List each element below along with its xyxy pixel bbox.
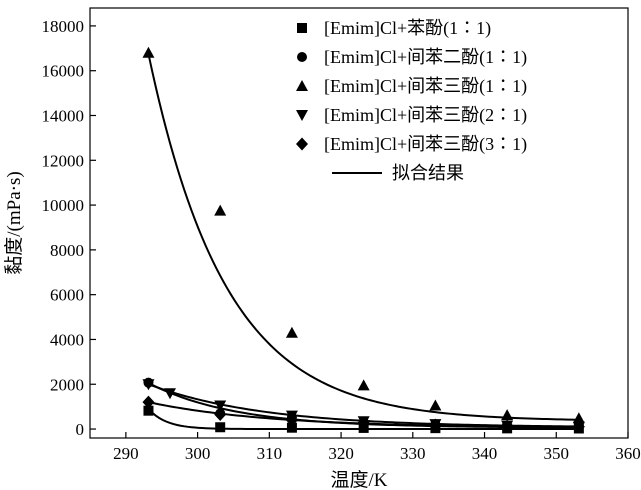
legend-label: [Emim]Cl+间苯三酚(1∶1): [324, 76, 527, 97]
axis-ticks: [90, 25, 629, 438]
x-tick-label: 330: [400, 444, 426, 463]
data-point-series-1: [215, 422, 226, 433]
legend-marker-4: [296, 110, 308, 121]
data-point-series-3: [357, 379, 370, 391]
y-axis-title: 黏度/(mPa·s): [3, 171, 25, 274]
y-tick-label: 18000: [42, 17, 85, 36]
y-tick-label: 16000: [42, 62, 85, 81]
legend-marker-2: [297, 52, 307, 62]
legend-marker-1: [297, 23, 307, 33]
data-point-series-5: [572, 420, 585, 434]
x-tick-labels: 290 300 310 320 330 340 350 360: [113, 444, 641, 463]
y-tick-labels: 0 2000 4000 6000 8000 10000 12000 14000 16000 180…: [42, 17, 85, 439]
y-tick-label: 2000: [50, 375, 84, 394]
legend: [Emim]Cl+苯酚(1∶1) [Emim]Cl+间苯二酚(1∶1) [Emim]…: [296, 18, 527, 183]
data-point-series-5: [214, 407, 227, 421]
data-point-series-5: [429, 418, 442, 432]
legend-label: [Emim]Cl+苯酚(1∶1): [324, 18, 491, 39]
data-point-series-3: [501, 409, 514, 421]
data-point-series-3: [285, 326, 298, 338]
y-tick-label: 8000: [50, 241, 84, 260]
data-point-series-4: [214, 400, 227, 412]
data-point-series-5: [285, 413, 298, 427]
x-tick-label: 350: [544, 444, 570, 463]
data-point-series-1: [286, 422, 297, 433]
data-point-series-3: [572, 412, 585, 424]
legend-label: [Emim]Cl+间苯二酚(1∶1): [324, 47, 527, 68]
y-tick-label: 0: [76, 420, 85, 439]
data-markers: [142, 46, 585, 434]
legend-marker-5: [296, 137, 308, 151]
data-point-series-3: [214, 204, 227, 216]
legend-marker-3: [296, 80, 308, 91]
data-point-series-3: [142, 46, 155, 58]
data-point-series-1: [143, 405, 154, 416]
legend-label: [Emim]Cl+间苯三酚(2∶1): [324, 105, 527, 126]
x-tick-label: 320: [328, 444, 354, 463]
x-tick-label: 300: [185, 444, 211, 463]
legend-label: [Emim]Cl+间苯三酚(3∶1): [324, 134, 527, 155]
x-tick-label: 340: [472, 444, 498, 463]
legend-fit-label: 拟合结果: [392, 163, 464, 183]
data-point-series-5: [142, 395, 155, 409]
x-tick-label: 360: [615, 444, 641, 463]
y-tick-label: 4000: [50, 330, 84, 349]
x-axis-title: 温度/K: [330, 469, 387, 490]
data-point-series-3: [429, 399, 442, 411]
x-tick-label: 290: [113, 444, 139, 463]
data-point-series-4: [142, 379, 155, 391]
y-tick-label: 12000: [42, 151, 85, 170]
data-point-series-5: [501, 419, 514, 433]
y-tick-label: 14000: [42, 107, 85, 126]
y-tick-label: 6000: [50, 286, 84, 305]
data-point-series-5: [357, 416, 370, 430]
data-point-series-4: [163, 388, 176, 400]
x-tick-label: 310: [257, 444, 283, 463]
plot-frame: [89, 7, 629, 439]
y-tick-label: 10000: [42, 196, 85, 215]
